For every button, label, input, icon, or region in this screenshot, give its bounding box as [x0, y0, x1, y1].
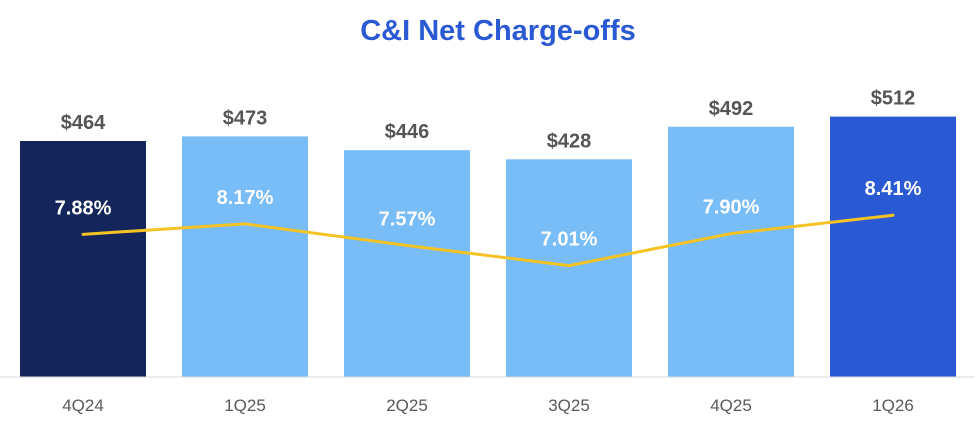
line-layer: [81, 213, 895, 268]
x-axis-ticks: 4Q24 1Q25 2Q25 3Q25 4Q25 1Q26: [62, 396, 914, 415]
bar-1q25: [182, 136, 308, 377]
x-tick-label: 1Q26: [872, 396, 914, 415]
x-tick-label: 4Q25: [710, 396, 752, 415]
bars-layer: [20, 116, 956, 377]
bar-4q24: [20, 141, 146, 377]
x-tick-label: 3Q25: [548, 396, 590, 415]
bar-value-label: $512: [871, 88, 916, 110]
rate-label: 7.01%: [541, 229, 598, 251]
rate-label: 7.57%: [379, 208, 436, 230]
bar-value-label: $428: [547, 130, 592, 152]
rate-label: 8.41%: [865, 178, 922, 200]
chart-title: C&I Net Charge-offs: [360, 15, 636, 47]
bar-value-label: $464: [61, 112, 106, 134]
bar-value-label: $492: [709, 98, 754, 120]
rate-line: [81, 213, 895, 268]
rate-label: 7.90%: [703, 197, 760, 219]
bar-value-label: $473: [223, 107, 268, 129]
x-tick-label: 1Q25: [224, 396, 266, 415]
bar-4q25: [668, 126, 794, 377]
bar-value-label: $446: [385, 121, 430, 143]
bar-3q25: [506, 159, 632, 377]
rate-label: 7.88%: [55, 197, 112, 219]
rate-label: 8.17%: [217, 187, 274, 209]
x-tick-label: 4Q24: [62, 396, 104, 415]
x-tick-label: 2Q25: [386, 396, 428, 415]
bar-1q26: [830, 116, 956, 377]
bar-2q25: [344, 150, 470, 377]
labels-layer: $464 7.88% $473 8.17% $446 7.57% $428 7.01% $492…: [55, 88, 922, 251]
